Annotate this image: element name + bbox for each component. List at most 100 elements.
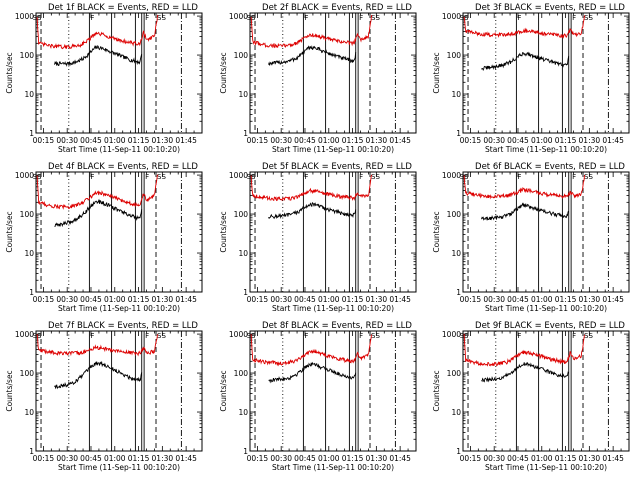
x-tick-label: 00:45 <box>80 295 102 304</box>
x-tick-label: 01:45 <box>602 295 624 304</box>
x-tick-label: 01:30 <box>152 295 174 304</box>
plot-frame <box>249 12 417 134</box>
x-tick-label: 01:30 <box>366 295 388 304</box>
x-tick-label: 01:45 <box>389 295 411 304</box>
y-tick-label: 100 <box>20 51 35 60</box>
time-marker-label: F <box>572 332 576 340</box>
x-tick-label: 00:30 <box>56 295 78 304</box>
y-tick-label: 1000 <box>15 12 34 21</box>
time-marker-label: SS <box>584 173 593 181</box>
y-tick-label: 1 <box>243 288 248 297</box>
x-tick-label: 00:30 <box>483 295 505 304</box>
x-tick-label: 01:15 <box>555 295 577 304</box>
lld-series-line <box>463 174 585 200</box>
x-axis-label: Start Time (11-Sep-11 00:10:20) <box>58 304 180 313</box>
y-axis-label: Counts/sec <box>432 211 441 252</box>
plot-frame <box>35 171 203 293</box>
x-tick-label: 01:15 <box>342 136 364 145</box>
x-tick-label: 00:15 <box>33 295 55 304</box>
y-tick-label: 100 <box>447 369 462 378</box>
chart-title: Det 2f BLACK = Events, RED = LLD <box>262 3 412 13</box>
time-marker-label: F <box>359 173 363 181</box>
chart-panel-5: Det 5f BLACK = Events, RED = LLD 1 10 100 10… <box>219 162 417 313</box>
chart-title: Det 7f BLACK = Events, RED = LLD <box>48 321 198 331</box>
y-axis-label: Counts/sec <box>432 52 441 93</box>
x-tick-label: 01:30 <box>579 454 601 463</box>
y-tick-label: 100 <box>234 210 249 219</box>
y-tick-label: 100 <box>20 210 35 219</box>
chart-panel-1: Det 1f BLACK = Events, RED = LLD 1 10 100 10… <box>5 3 203 154</box>
x-tick-label: 01:30 <box>579 136 601 145</box>
time-marker-label: F <box>304 332 308 340</box>
y-tick-label: 10 <box>24 408 34 417</box>
lld-series-line <box>463 15 585 39</box>
x-tick-label: 00:30 <box>483 136 505 145</box>
x-tick-label: 00:30 <box>270 454 292 463</box>
y-axis-label: Counts/sec <box>5 370 14 411</box>
time-marker-label: SS <box>157 332 166 340</box>
chart-title: Det 4f BLACK = Events, RED = LLD <box>48 162 198 172</box>
x-axis-label: Start Time (11-Sep-11 00:10:20) <box>485 304 607 313</box>
y-tick-label: 100 <box>234 51 249 60</box>
events-series-line <box>268 361 357 384</box>
events-series-line <box>54 360 143 390</box>
y-tick-label: 1 <box>29 129 34 138</box>
x-tick-label: 00:15 <box>247 136 269 145</box>
x-tick-label: 01:00 <box>318 454 340 463</box>
x-tick-label: 00:15 <box>33 136 55 145</box>
time-marker-label: F <box>517 14 521 22</box>
chart-panel-6: Det 6f BLACK = Events, RED = LLD 1 10 100 10… <box>432 162 630 313</box>
x-tick-label: 01:45 <box>175 136 197 145</box>
plot-frame <box>462 171 630 293</box>
x-tick-label: 00:15 <box>247 454 269 463</box>
chart-title: Det 9f BLACK = Events, RED = LLD <box>475 321 625 331</box>
plot-frame <box>35 12 203 134</box>
time-marker-label: F <box>145 173 149 181</box>
x-axis-label: Start Time (11-Sep-11 00:10:20) <box>485 463 607 472</box>
plot-frame <box>462 330 630 452</box>
time-marker-label: SS <box>157 14 166 22</box>
y-tick-label: 100 <box>447 51 462 60</box>
time-marker-label: SS <box>371 332 380 340</box>
x-tick-label: 00:45 <box>507 136 529 145</box>
x-tick-label: 00:15 <box>460 454 482 463</box>
chart-title: Det 1f BLACK = Events, RED = LLD <box>48 3 198 13</box>
plot-frame <box>249 330 417 452</box>
time-marker-label: F <box>359 14 363 22</box>
chart-panel-3: Det 3f BLACK = Events, RED = LLD 1 10 100 10… <box>432 3 630 154</box>
chart-title: Det 5f BLACK = Events, RED = LLD <box>262 162 412 172</box>
x-axis-label: Start Time (11-Sep-11 00:10:20) <box>272 304 394 313</box>
x-tick-label: 00:15 <box>460 295 482 304</box>
x-tick-label: 01:30 <box>152 136 174 145</box>
y-axis-label: Counts/sec <box>219 370 228 411</box>
x-tick-label: 01:45 <box>602 454 624 463</box>
x-tick-label: 01:15 <box>342 295 364 304</box>
lld-series-line <box>463 333 585 367</box>
time-marker-label: SS <box>584 14 593 22</box>
x-tick-label: 01:00 <box>318 136 340 145</box>
time-marker-label: SS <box>371 173 380 181</box>
x-axis-label: Start Time (11-Sep-11 00:10:20) <box>58 463 180 472</box>
y-tick-label: 100 <box>447 210 462 219</box>
x-axis-label: Start Time (11-Sep-11 00:10:20) <box>272 463 394 472</box>
x-tick-label: 01:15 <box>342 454 364 463</box>
y-tick-label: 10 <box>238 249 248 258</box>
time-marker-label: SS <box>584 332 593 340</box>
y-axis-label: Counts/sec <box>5 52 14 93</box>
x-axis-label: Start Time (11-Sep-11 00:10:20) <box>58 145 180 154</box>
events-series-line <box>481 362 570 383</box>
x-tick-label: 00:45 <box>507 295 529 304</box>
time-marker-label: F <box>359 332 363 340</box>
y-tick-label: 1000 <box>229 171 248 180</box>
y-tick-label: 1000 <box>15 171 34 180</box>
x-tick-label: 01:00 <box>531 454 553 463</box>
y-tick-label: 1 <box>456 288 461 297</box>
time-marker-label: SS <box>157 173 166 181</box>
y-tick-label: 10 <box>451 249 461 258</box>
y-tick-label: 1 <box>243 129 248 138</box>
y-tick-label: 10 <box>451 90 461 99</box>
events-series-line <box>481 51 570 71</box>
plot-frame <box>462 12 630 134</box>
x-tick-label: 01:15 <box>128 136 150 145</box>
